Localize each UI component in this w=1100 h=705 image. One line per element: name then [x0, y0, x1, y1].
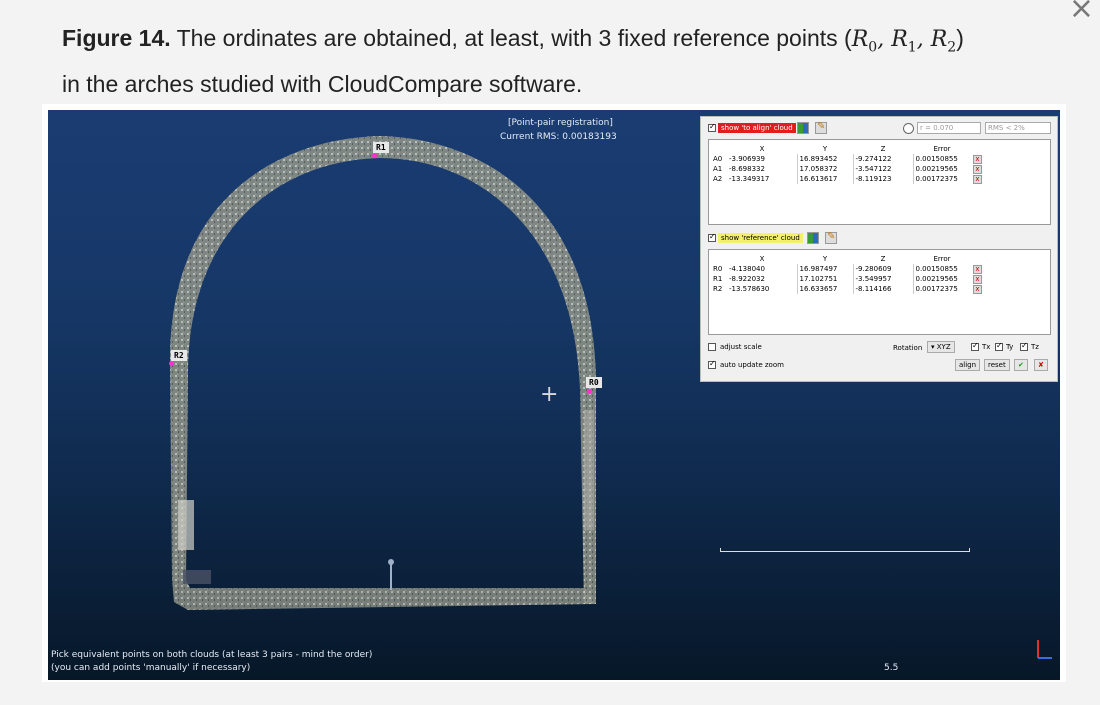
chevron-down-icon: ▾ — [931, 343, 937, 351]
arch-floor — [172, 580, 596, 610]
delete-row-icon[interactable]: x — [973, 264, 982, 274]
delete-row-icon[interactable]: x — [973, 174, 982, 184]
axis-trihedron-icon — [1037, 640, 1052, 659]
grid-icon[interactable] — [797, 122, 809, 134]
math-r0: R0 — [851, 27, 878, 56]
rms-spinbox[interactable]: RMS < 2% — [985, 122, 1051, 134]
auto-update-zoom-label: auto update zoom — [720, 361, 784, 369]
pencil-icon[interactable] — [815, 121, 827, 134]
auto-update-zoom-checkbox[interactable] — [708, 359, 716, 369]
math-r1: R1 — [891, 27, 917, 56]
pencil-icon[interactable] — [825, 231, 837, 244]
crosshair-icon: + — [540, 382, 559, 407]
table-row[interactable]: R1 -8.922032 17.102751 -3.549957 0.00219565 x — [711, 274, 985, 284]
ty-checkbox[interactable] — [995, 341, 1003, 351]
adjust-scale-checkbox[interactable] — [708, 343, 716, 351]
table-row[interactable]: A2 -13.349317 16.613617 -8.119123 0.00172375… — [711, 174, 985, 184]
radius-radio[interactable] — [903, 123, 914, 134]
confirm-check-icon[interactable]: ✔ — [1014, 359, 1028, 371]
grid-icon[interactable] — [807, 232, 819, 244]
table-row[interactable]: R2 -13.578630 16.633657 -8.114166 0.00172375… — [711, 284, 985, 294]
arch-point-cloud — [170, 136, 596, 610]
ty-label: Ty — [1006, 343, 1014, 351]
math-r2: R2 — [930, 27, 957, 56]
current-rms: Current RMS: 0.00183193 — [500, 132, 617, 142]
table-row[interactable]: R0 -4.138040 16.987497 -9.280609 0.00150855 x — [711, 264, 985, 274]
table-row[interactable]: A1 -8.698332 17.058372 -3.547122 0.00219565 x — [711, 164, 985, 174]
scale-bar — [720, 548, 970, 552]
delete-row-icon[interactable]: x — [973, 274, 982, 284]
show-to-align-checkbox[interactable] — [708, 122, 716, 132]
figure-caption: Figure 14. The ordinates are obtained, a… — [62, 25, 964, 98]
rotation-label: Rotation — [893, 344, 923, 352]
figure-label: Figure 14. — [62, 25, 171, 51]
caption-line2: in the arches studied with CloudCompare … — [62, 71, 583, 98]
table-row[interactable]: A0 -3.906939 16.893452 -9.274122 0.00150855 x — [711, 154, 985, 164]
reset-button[interactable]: reset — [984, 359, 1010, 371]
label-r0: R0 — [586, 377, 602, 388]
rotation-select[interactable]: ▾ XYZ — [927, 341, 955, 353]
point-pair-dialog: show 'to align' cloud r = 0.070 RMS < 2%… — [700, 116, 1058, 382]
cancel-x-icon[interactable]: ✘ — [1034, 359, 1048, 371]
delete-row-icon[interactable]: x — [973, 284, 982, 294]
label-r1: R1 — [373, 142, 389, 153]
show-to-align-label: show 'to align' cloud — [718, 123, 796, 133]
tx-checkbox[interactable] — [971, 341, 979, 351]
delete-row-icon[interactable]: x — [973, 154, 982, 164]
mode-title: [Point-pair registration] — [508, 118, 613, 128]
point-r0[interactable] — [587, 389, 592, 394]
caption-text: The ordinates are obtained, at least, wi… — [170, 25, 852, 51]
to-align-table: X Y Z Error A0 -3.906939 16.893452 -9.27412… — [708, 139, 1051, 225]
point-r2[interactable] — [169, 361, 174, 366]
tz-checkbox[interactable] — [1020, 341, 1028, 351]
align-button[interactable]: align — [955, 359, 981, 371]
show-reference-label: show 'reference' cloud — [718, 233, 803, 243]
tx-label: Tx — [982, 343, 991, 351]
arch-band — [170, 136, 596, 604]
reference-table: X Y Z Error R0 -4.138040 16.987497 -9.28060… — [708, 249, 1051, 335]
label-r2: R2 — [171, 350, 187, 361]
delete-row-icon[interactable]: x — [973, 164, 982, 174]
hint-line1: Pick equivalent points on both clouds (a… — [51, 650, 373, 660]
point-r1[interactable] — [372, 153, 377, 158]
radius-spinbox[interactable]: r = 0.070 — [917, 122, 981, 134]
close-icon[interactable]: × — [1068, 0, 1094, 26]
show-reference-checkbox[interactable] — [708, 232, 716, 242]
scale-value: 5.5 — [884, 663, 899, 673]
hint-line2: (you can add points 'manually' if necess… — [51, 663, 251, 673]
adjust-scale-label: adjust scale — [720, 343, 762, 351]
tz-label: Tz — [1031, 343, 1039, 351]
